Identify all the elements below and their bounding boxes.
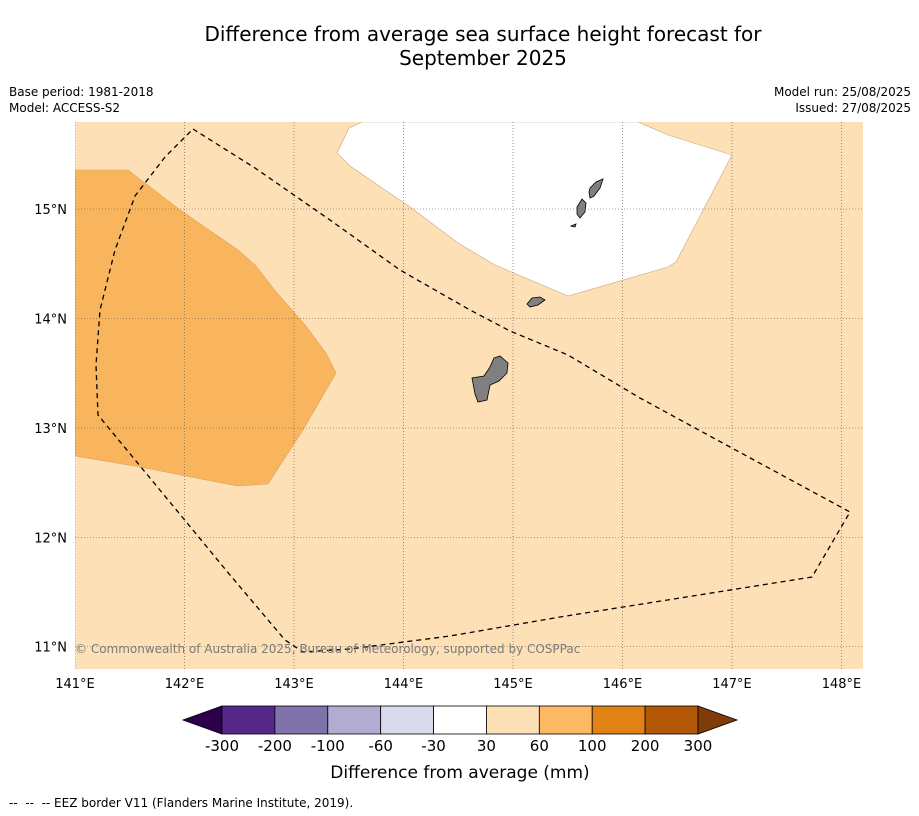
longitude-tick-label: 146°E: [603, 677, 643, 692]
colorbar: -300 -200 -100 -60 -30 30 60 100 200 300: [181, 705, 739, 755]
saipan-island: [588, 178, 604, 199]
map-panel: © Commonwealth of Australia 2025, Bureau…: [75, 122, 863, 669]
latitude-tick-label: 12°N: [34, 532, 67, 547]
chart-title-line2: September 2025: [399, 46, 567, 70]
longitude-tick-label: 143°E: [274, 677, 314, 692]
colorbar-tick-label: -60: [368, 737, 393, 755]
colorbar-segment: [538, 705, 593, 735]
colorbar-tick-label: -200: [258, 737, 292, 755]
aguijan-islet: [569, 223, 577, 228]
colorbar-label: Difference from average (mm): [330, 763, 589, 783]
colorbar-segment: [327, 705, 382, 735]
latitude-tick-label: 15°N: [34, 203, 67, 218]
latitude-tick-label: 11°N: [34, 641, 67, 656]
colorbar-segment: [433, 705, 487, 735]
longitude-tick-label: 144°E: [384, 677, 424, 692]
latitude-tick-label: 14°N: [34, 313, 67, 328]
colorbar-segment: [591, 705, 646, 735]
colorbar-segment: [486, 705, 540, 735]
guam-island: [471, 355, 509, 403]
colorbar-tick-label: 30: [477, 737, 496, 755]
longitude-tick-label: 145°E: [493, 677, 533, 692]
eez-footnote: -- -- -- EEZ border V11 (Flanders Marine…: [9, 796, 354, 810]
model-run-label: Model run: 25/08/2025: [773, 85, 911, 99]
island-group: [471, 178, 604, 403]
axis-tick-labels: 141°E 142°E 143°E 144°E 145°E 146°E 147°E 148°E…: [34, 203, 861, 692]
chart-title-line1: Difference from average sea surface heig…: [204, 22, 762, 46]
colorbar-tick-label: -30: [421, 737, 446, 755]
colorbar-tick-label: 200: [631, 737, 660, 755]
colorbar-segment: [644, 705, 699, 735]
graticule: [75, 122, 863, 669]
issued-label: Issued: 27/08/2025: [795, 101, 911, 115]
colorbar-tick-label: 300: [684, 737, 713, 755]
colorbar-tick-label: -300: [205, 737, 239, 755]
longitude-tick-label: 148°E: [822, 677, 862, 692]
rota-island: [526, 296, 546, 308]
longitude-tick-label: 147°E: [712, 677, 752, 692]
base-period-label: Base period: 1981-2018: [9, 85, 154, 99]
model-label: Model: ACCESS-S2: [9, 101, 121, 115]
longitude-tick-label: 142°E: [165, 677, 205, 692]
colorbar-tick-label: -100: [311, 737, 345, 755]
colorbar-segment: [274, 705, 329, 735]
colorbar-tick-label: 100: [578, 737, 607, 755]
colorbar-segment: [380, 705, 434, 735]
anomaly-band-60-100: [75, 169, 337, 487]
copyright-notice: © Commonwealth of Australia 2025, Bureau…: [75, 642, 580, 656]
colorbar-extend-high: [697, 705, 739, 735]
longitude-tick-label: 141°E: [55, 677, 95, 692]
colorbar-tick-label: 60: [530, 737, 549, 755]
latitude-tick-label: 13°N: [34, 422, 67, 437]
tinian-island: [576, 198, 587, 219]
colorbar-extend-low: [181, 705, 223, 735]
colorbar-segment: [221, 705, 276, 735]
